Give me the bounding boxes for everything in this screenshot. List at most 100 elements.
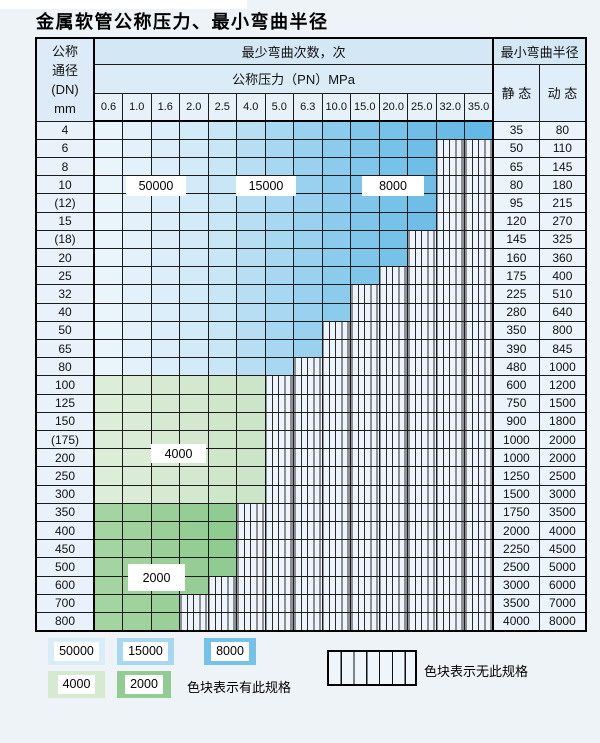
spec-cell <box>207 156 237 177</box>
spec-cell <box>293 320 323 340</box>
spec-cell <box>179 156 209 177</box>
spec-cell <box>236 302 266 322</box>
no-spec-cell <box>264 502 294 522</box>
no-spec-cell <box>435 302 465 322</box>
dn-cell: 800 <box>35 611 95 632</box>
spec-cell <box>179 502 209 522</box>
spec-cell <box>321 266 351 286</box>
dynamic-value-cell: 400 <box>538 266 587 286</box>
spec-cell <box>150 138 180 158</box>
no-spec-cell <box>264 393 294 413</box>
cycle-count-label: 4000 <box>151 444 206 463</box>
no-spec-cell <box>407 284 437 304</box>
table-row: 350 1750 3500 <box>35 502 587 522</box>
spec-table-grid: 公称 通径 (DN) mm 最少弯曲次数，次 最小弯曲半径 公称压力（PN）MPa 静 态动 … <box>35 37 588 632</box>
no-spec-cell <box>407 302 437 322</box>
spec-cell <box>150 193 180 213</box>
spec-cell <box>236 357 266 377</box>
spec-cell <box>264 338 294 359</box>
table-row: 6 50 110 <box>35 138 587 158</box>
dn-cell: 80 <box>35 357 95 377</box>
spec-cell <box>293 338 323 359</box>
no-spec-cell <box>321 393 351 413</box>
dn-header-line-2: (DN) <box>51 81 79 97</box>
spec-cell <box>150 484 180 504</box>
spec-cell <box>122 193 152 213</box>
spec-cell <box>93 211 123 231</box>
no-spec-cell <box>407 539 437 559</box>
dynamic-value-cell: 215 <box>538 193 587 213</box>
no-spec-cell <box>264 539 294 559</box>
dynamic-value-cell: 2000 <box>538 429 587 450</box>
static-value-cell: 3000 <box>492 575 540 595</box>
no-spec-cell <box>321 357 351 377</box>
dn-header-line-1: 通径 <box>51 62 78 78</box>
static-value-cell: 2500 <box>492 557 540 577</box>
no-spec-cell <box>435 357 465 377</box>
table-row: 700 3500 7000 <box>35 593 587 613</box>
no-spec-cell <box>407 448 437 468</box>
no-spec-cell <box>435 175 465 195</box>
spec-cell <box>236 193 266 213</box>
static-value-cell: 600 <box>492 375 540 395</box>
no-spec-cell <box>464 247 495 268</box>
spec-cell <box>321 302 351 322</box>
spec-cell <box>321 120 351 140</box>
no-spec-cell <box>236 593 266 613</box>
dn-column-header: 公称 通径 (DN) mm <box>35 37 95 122</box>
spec-cell <box>122 484 152 504</box>
spec-cell <box>407 138 437 158</box>
spec-cell <box>207 320 237 340</box>
spec-cell <box>236 411 266 431</box>
spec-cell <box>150 411 180 431</box>
spec-cell <box>264 266 294 286</box>
no-spec-cell <box>407 247 437 268</box>
spec-cell <box>93 466 123 486</box>
cycles-header: 最少弯曲次数，次 <box>93 37 494 65</box>
no-spec-cell <box>264 429 294 450</box>
static-value-cell: 145 <box>492 229 540 249</box>
spec-cell <box>93 138 123 158</box>
no-spec-cell <box>378 448 408 468</box>
table-row: 40 280 640 <box>35 302 587 322</box>
spec-cell <box>122 284 152 304</box>
dn-cell: 125 <box>35 393 95 413</box>
no-spec-cell <box>464 539 495 559</box>
no-spec-cell <box>378 338 408 359</box>
dynamic-value-cell: 4000 <box>538 520 587 541</box>
spec-cell <box>179 375 209 395</box>
dynamic-value-cell: 6000 <box>538 575 587 595</box>
no-spec-cell <box>464 557 495 577</box>
spec-cell <box>179 193 209 213</box>
spec-cell <box>179 175 209 195</box>
no-spec-cell <box>378 302 408 322</box>
spec-cell <box>179 284 209 304</box>
no-spec-cell <box>407 229 437 249</box>
dynamic-value-cell: 1200 <box>538 375 587 395</box>
spec-cell <box>350 229 380 249</box>
no-spec-cell <box>435 138 465 158</box>
table-row: 450 2250 4500 <box>35 539 587 559</box>
no-spec-cell <box>378 266 408 286</box>
spec-cell <box>150 211 180 231</box>
radius-header: 最小弯曲半径 <box>492 37 587 65</box>
spec-cell <box>321 229 351 249</box>
pressure-value-header: 5.0 <box>264 92 294 122</box>
no-spec-cell <box>378 411 408 431</box>
static-value-cell: 160 <box>492 247 540 268</box>
no-spec-cell <box>464 611 495 632</box>
dynamic-value-cell: 360 <box>538 247 587 268</box>
no-spec-cell <box>179 593 209 613</box>
has-spec-legend-text: 色块表示有此规格 <box>187 680 292 695</box>
no-spec-cell <box>435 338 465 359</box>
dynamic-value-cell: 110 <box>538 138 587 158</box>
table-row: 200 1000 2000 <box>35 448 587 468</box>
spec-cell <box>236 211 266 231</box>
table-row: 80 480 1000 <box>35 357 587 377</box>
dn-header-line-0: 公称 <box>51 43 78 59</box>
spec-cell <box>321 284 351 304</box>
no-spec-cell <box>435 284 465 304</box>
dynamic-value-cell: 325 <box>538 229 587 249</box>
dynamic-value-cell: 800 <box>538 320 587 340</box>
